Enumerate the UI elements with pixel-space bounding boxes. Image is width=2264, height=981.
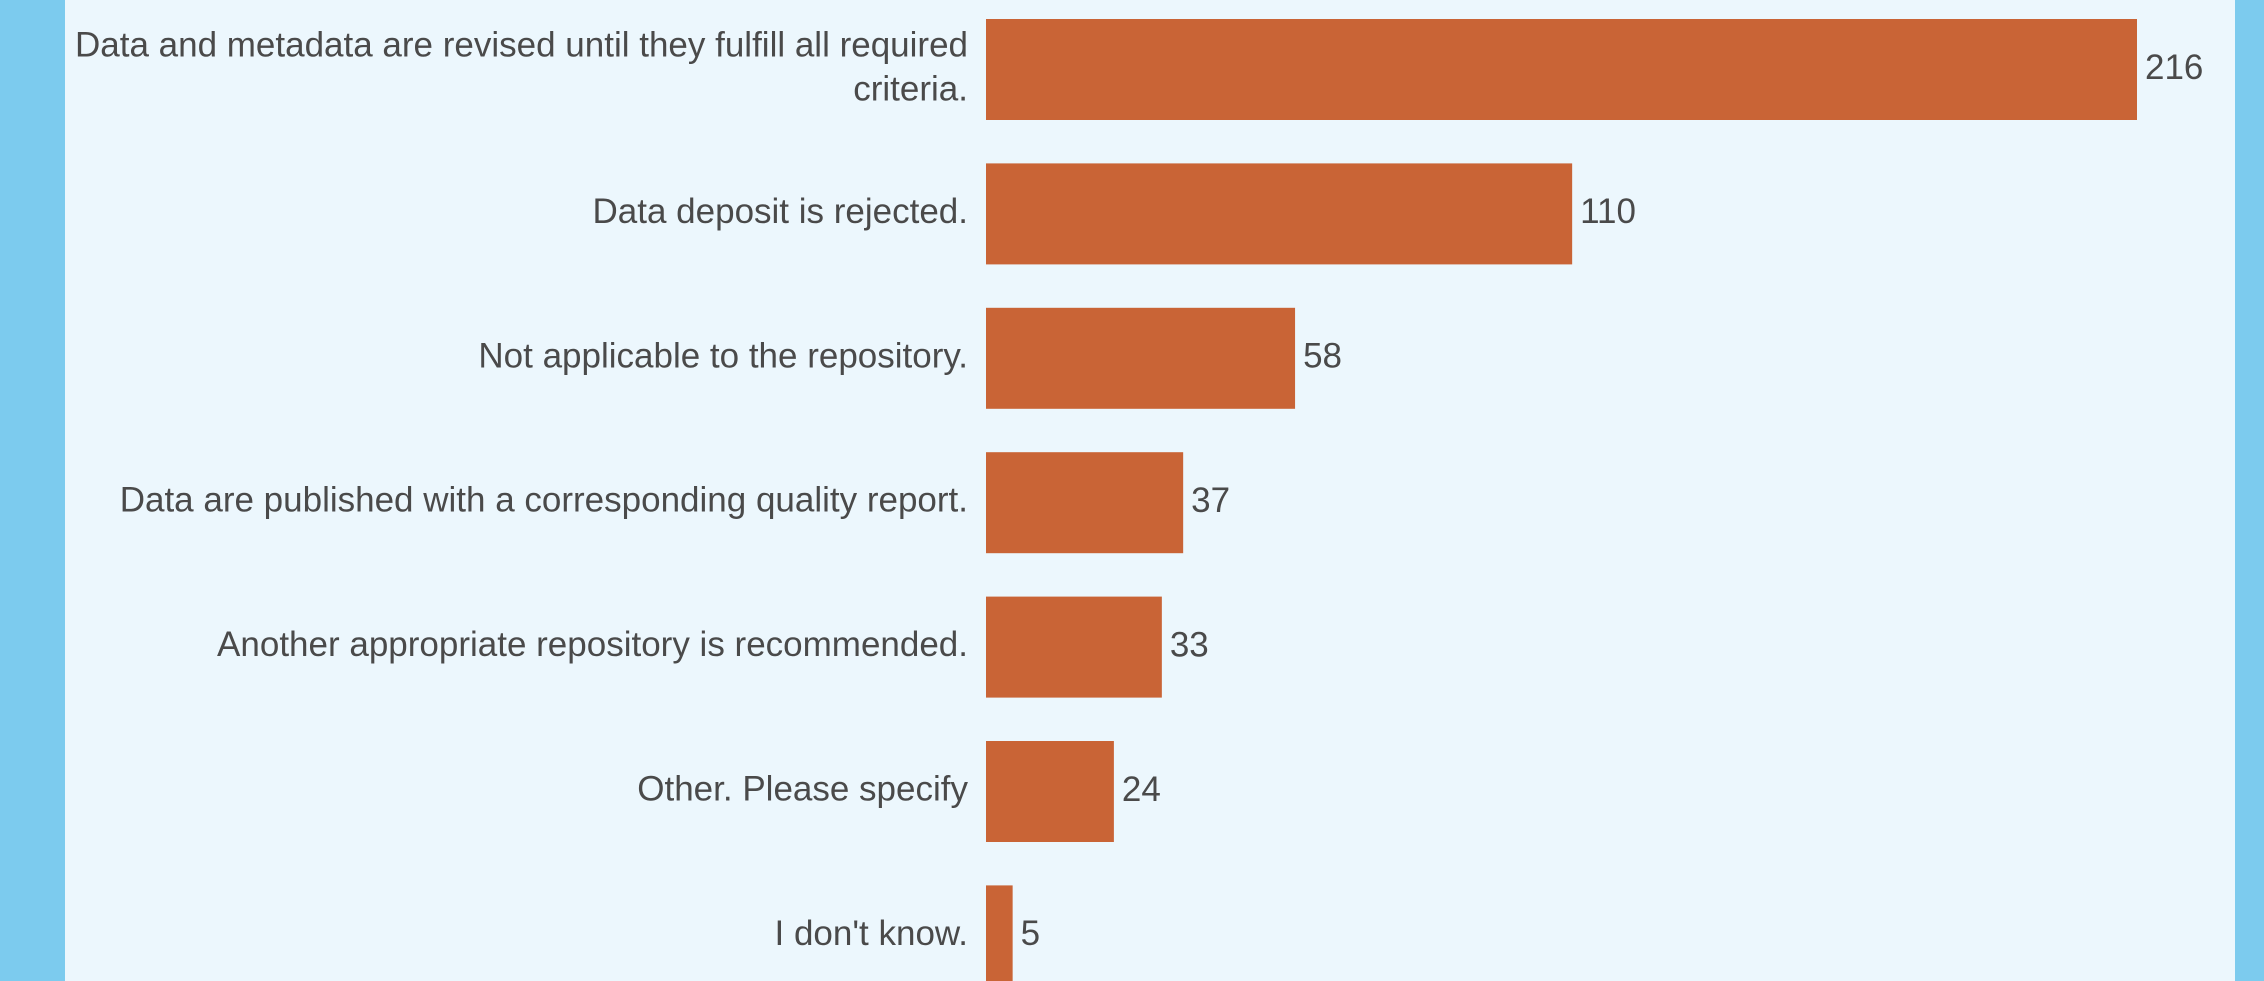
bar bbox=[986, 163, 1573, 265]
category-label: Another appropriate repository is recomm… bbox=[217, 625, 968, 664]
bar bbox=[986, 741, 1114, 842]
value-label: 24 bbox=[1122, 770, 1161, 809]
category-label: Data deposit is rejected. bbox=[593, 192, 968, 231]
value-label: 110 bbox=[1580, 192, 1636, 231]
bar bbox=[986, 19, 2137, 120]
bar bbox=[986, 452, 1184, 554]
category-label: Data are published with a corresponding … bbox=[120, 481, 968, 520]
bar bbox=[986, 307, 1296, 409]
value-label: 216 bbox=[2145, 48, 2203, 87]
bar bbox=[986, 596, 1162, 698]
category-label: Not applicable to the repository. bbox=[478, 337, 968, 376]
value-label: 5 bbox=[1021, 914, 1040, 953]
category-label: Other. Please specify bbox=[637, 770, 968, 809]
category-label: Data and metadata are revised until they… bbox=[75, 26, 968, 109]
bar bbox=[986, 885, 1013, 981]
value-label: 33 bbox=[1170, 625, 1209, 664]
category-label: I don't know. bbox=[775, 914, 968, 953]
value-label: 37 bbox=[1191, 481, 1230, 520]
value-label: 58 bbox=[1303, 337, 1342, 376]
